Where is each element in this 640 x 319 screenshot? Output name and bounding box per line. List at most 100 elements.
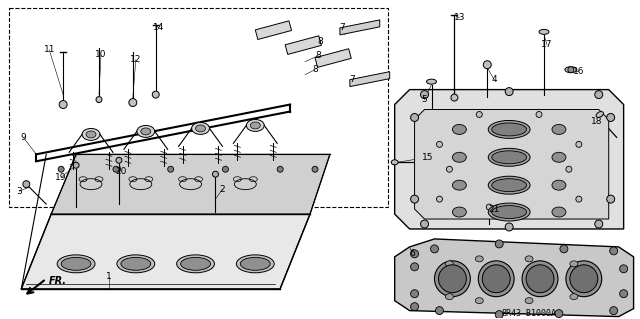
Circle shape (607, 195, 614, 203)
Circle shape (483, 61, 492, 69)
Ellipse shape (552, 124, 566, 134)
Ellipse shape (539, 29, 549, 34)
Text: 2: 2 (220, 185, 225, 194)
Circle shape (411, 290, 419, 298)
Circle shape (483, 265, 510, 293)
Polygon shape (340, 20, 380, 35)
Polygon shape (51, 154, 330, 214)
Circle shape (495, 240, 503, 248)
Polygon shape (255, 21, 292, 40)
Ellipse shape (391, 160, 398, 165)
Circle shape (431, 245, 438, 253)
Text: 21: 21 (488, 204, 500, 213)
Circle shape (129, 99, 137, 107)
Polygon shape (21, 214, 310, 289)
Circle shape (59, 100, 67, 108)
Polygon shape (415, 109, 609, 219)
Ellipse shape (82, 129, 100, 140)
Circle shape (411, 303, 419, 311)
Circle shape (476, 112, 483, 117)
Text: 15: 15 (422, 153, 433, 162)
Ellipse shape (117, 255, 155, 273)
Polygon shape (285, 36, 321, 55)
Circle shape (607, 114, 614, 122)
Ellipse shape (57, 255, 95, 273)
Ellipse shape (452, 124, 467, 134)
Text: 4: 4 (492, 75, 497, 84)
Circle shape (96, 97, 102, 102)
Circle shape (438, 265, 467, 293)
Circle shape (595, 220, 603, 228)
Ellipse shape (121, 257, 151, 270)
Ellipse shape (191, 122, 209, 134)
Circle shape (411, 195, 419, 203)
Ellipse shape (552, 207, 566, 217)
Ellipse shape (452, 152, 467, 162)
Ellipse shape (426, 79, 436, 84)
Circle shape (447, 166, 452, 172)
Ellipse shape (525, 298, 533, 304)
Text: FR.: FR. (49, 276, 67, 286)
Circle shape (566, 261, 602, 297)
Circle shape (73, 162, 79, 168)
Circle shape (436, 196, 442, 202)
Ellipse shape (488, 203, 530, 221)
Text: 3: 3 (17, 187, 22, 196)
Circle shape (435, 307, 444, 315)
Polygon shape (395, 239, 634, 316)
Circle shape (277, 166, 283, 172)
Polygon shape (395, 90, 623, 229)
Circle shape (116, 157, 122, 163)
Ellipse shape (177, 255, 214, 273)
Circle shape (620, 265, 628, 273)
Text: 1: 1 (106, 272, 112, 281)
Text: 10: 10 (95, 50, 107, 59)
Ellipse shape (570, 294, 578, 300)
Text: 5: 5 (422, 95, 428, 104)
Circle shape (223, 166, 228, 172)
Circle shape (478, 261, 514, 297)
Text: 20: 20 (115, 167, 127, 176)
Ellipse shape (137, 125, 155, 137)
Circle shape (536, 112, 542, 117)
Ellipse shape (488, 121, 530, 138)
Ellipse shape (246, 120, 264, 131)
Ellipse shape (492, 205, 527, 219)
Text: 12: 12 (130, 55, 141, 64)
Circle shape (486, 204, 492, 210)
Circle shape (610, 247, 618, 255)
Ellipse shape (86, 131, 96, 138)
Ellipse shape (492, 151, 527, 164)
Circle shape (526, 265, 554, 293)
Circle shape (595, 91, 603, 99)
Circle shape (411, 250, 419, 258)
Circle shape (566, 166, 572, 172)
Text: 7: 7 (349, 75, 355, 84)
Ellipse shape (452, 207, 467, 217)
Ellipse shape (61, 257, 91, 270)
Text: 6: 6 (410, 249, 415, 258)
Circle shape (23, 181, 30, 188)
Text: 17: 17 (541, 40, 553, 49)
Text: 18: 18 (591, 117, 602, 126)
Circle shape (58, 166, 64, 172)
Circle shape (451, 94, 458, 101)
Ellipse shape (488, 148, 530, 166)
Circle shape (505, 223, 513, 231)
Ellipse shape (445, 294, 453, 300)
Ellipse shape (236, 255, 274, 273)
Circle shape (435, 261, 470, 297)
Ellipse shape (180, 257, 211, 270)
Circle shape (505, 88, 513, 96)
Circle shape (495, 311, 503, 319)
Circle shape (420, 91, 429, 99)
Circle shape (620, 290, 628, 298)
Ellipse shape (596, 112, 604, 117)
Text: 19: 19 (56, 173, 67, 182)
Circle shape (212, 171, 218, 177)
Ellipse shape (488, 176, 530, 194)
Ellipse shape (241, 257, 270, 270)
Circle shape (576, 196, 582, 202)
Circle shape (420, 220, 429, 228)
Circle shape (568, 67, 574, 73)
